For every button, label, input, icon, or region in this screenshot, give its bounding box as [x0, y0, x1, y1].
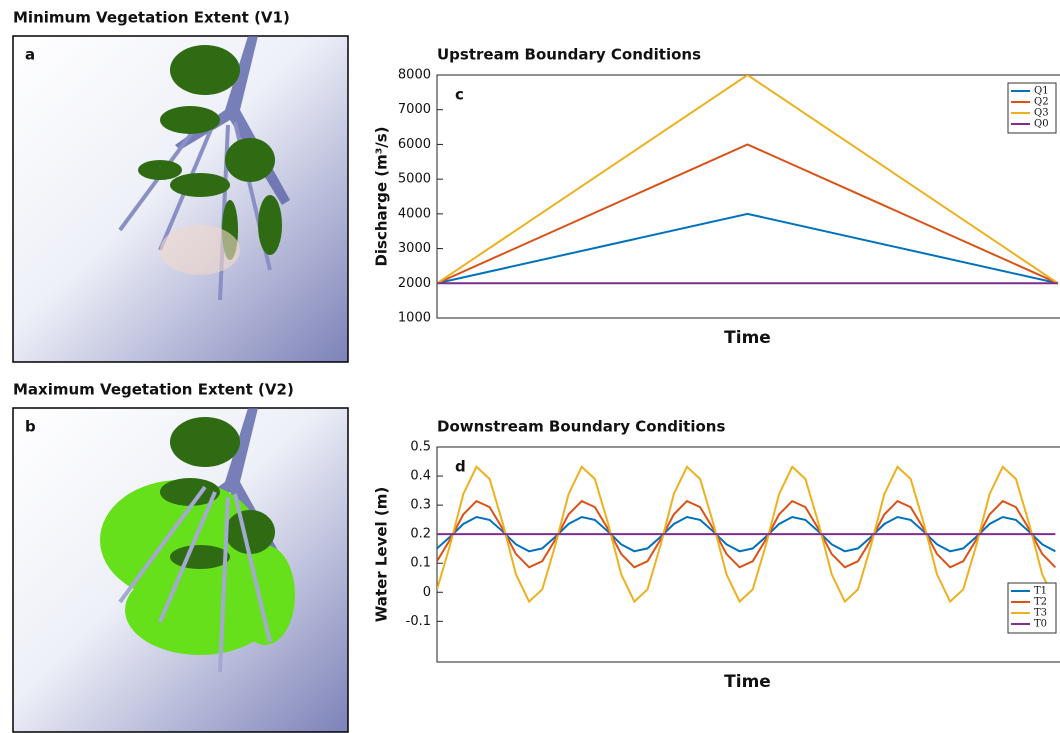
- y-tick-label: 3000: [398, 241, 431, 256]
- y-axis-label: Discharge (m³/s): [373, 126, 391, 266]
- map-title: Minimum Vegetation Extent (V1): [13, 9, 290, 27]
- panel-label: a: [25, 46, 35, 64]
- series-group: [437, 75, 1058, 283]
- y-tick-label: 0.3: [410, 498, 431, 513]
- map-a: [13, 36, 348, 362]
- y-tick-label: 0.2: [410, 527, 431, 542]
- series-line: [437, 75, 1058, 283]
- plot-frame: [437, 75, 1060, 318]
- y-tick-label: 6000: [398, 137, 431, 152]
- legend-label: Q3: [1034, 108, 1049, 119]
- y-tick-label: 7000: [398, 102, 431, 117]
- panel-label: b: [25, 418, 36, 436]
- y-tick-label: 1000: [398, 311, 431, 326]
- y-tick-label: 2000: [398, 276, 431, 291]
- y-tick-label: 0.1: [410, 556, 431, 571]
- y-tick-label: -0.1: [406, 614, 431, 629]
- y-axis-label: Water Level (m): [373, 487, 391, 622]
- legend-label: Q2: [1034, 97, 1049, 108]
- legend-label: T2: [1034, 597, 1047, 608]
- panel-label: c: [455, 86, 464, 104]
- x-axis-label: Time: [724, 328, 771, 348]
- map-b: [13, 408, 348, 732]
- legend-label: T3: [1034, 608, 1047, 619]
- y-tick-label: 8000: [398, 68, 431, 83]
- y-tick-label: 4000: [398, 206, 431, 221]
- y-tick-label: 0.4: [410, 469, 431, 484]
- panel-label: d: [455, 458, 466, 476]
- y-tick-label: 5000: [398, 172, 431, 187]
- map-title: Maximum Vegetation Extent (V2): [13, 381, 294, 399]
- y-tick-label: 0: [423, 585, 431, 600]
- chart-title: Upstream Boundary Conditions: [437, 46, 701, 64]
- legend-label: T0: [1034, 619, 1047, 630]
- figure: Minimum Vegetation Extent (V1) a Maximum…: [0, 0, 1060, 733]
- series-line: [437, 214, 1058, 283]
- legend-label: Q0: [1034, 119, 1049, 130]
- y-tick-label: 0.5: [410, 440, 431, 455]
- x-axis-label: Time: [724, 672, 771, 692]
- series-group: [437, 467, 1055, 602]
- legend-label: T1: [1034, 586, 1047, 597]
- legend-label: Q1: [1034, 86, 1049, 97]
- chart-title: Downstream Boundary Conditions: [437, 418, 725, 436]
